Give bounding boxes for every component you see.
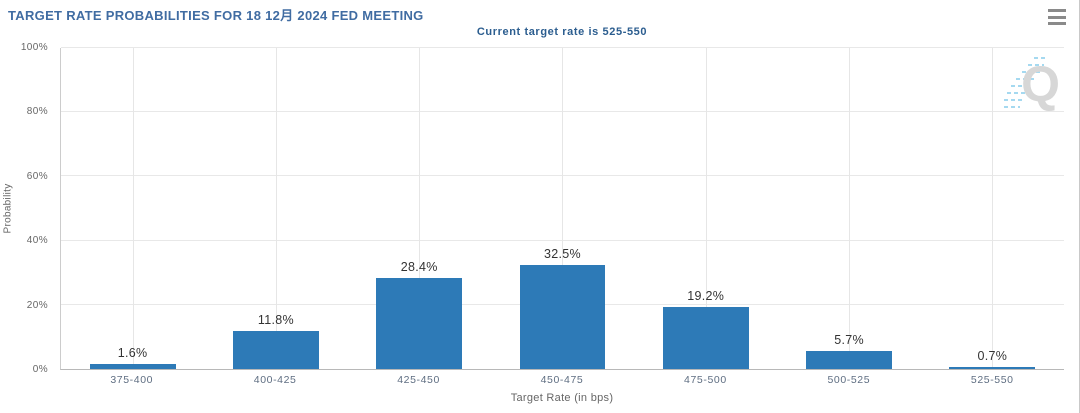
x-tick-label: 500-525	[827, 374, 871, 386]
bar-data-label: 5.7%	[834, 332, 864, 347]
hamburger-bar	[1048, 15, 1066, 19]
x-tick-label: 425-450	[397, 374, 440, 386]
probability-bar[interactable]	[662, 307, 749, 369]
probability-bar[interactable]	[376, 277, 463, 369]
vertical-gridline	[992, 48, 994, 369]
vertical-gridline	[132, 48, 134, 369]
bar-data-label: 0.7%	[977, 348, 1008, 363]
bar-slot: 1.6%	[61, 48, 204, 369]
bar-data-label: 11.8%	[257, 313, 294, 328]
x-tick-label: 475-500	[684, 374, 727, 386]
probability-bar[interactable]	[89, 363, 176, 369]
y-tick-label: 100%	[20, 42, 48, 53]
plot-area: Q 1.6% 11.8% 28.4% 32.5% 19.2% 5.7% 0.7%	[60, 47, 1064, 370]
hamburger-menu-icon[interactable]	[1048, 9, 1066, 25]
y-tick-label: 80%	[26, 106, 48, 118]
probability-bar[interactable]	[519, 264, 606, 369]
hamburger-bar	[1048, 9, 1066, 12]
bar-slot: 28.4%	[348, 48, 491, 369]
vertical-gridline	[419, 48, 421, 369]
bar-slot: 0.7%	[921, 48, 1064, 369]
hamburger-bar	[1048, 22, 1066, 25]
y-tick-label: 0%	[32, 364, 48, 375]
x-tick-label: 450-475	[540, 374, 584, 386]
bar-slot: 32.5%	[491, 48, 634, 369]
y-tick-label: 40%	[26, 235, 48, 247]
chart-title: TARGET RATE PROBABILITIES FOR 18 12月 202…	[8, 8, 424, 23]
vertical-gridline	[562, 48, 564, 369]
probability-bar[interactable]	[806, 350, 893, 369]
bar-slot: 19.2%	[634, 48, 777, 369]
vertical-gridline	[275, 48, 277, 369]
x-tick-label: 375-400	[110, 374, 154, 386]
watermark-hatch-lines	[1004, 57, 1048, 108]
vertical-gridline	[705, 48, 707, 369]
watermark-q-letter: Q	[1021, 56, 1060, 112]
x-axis-category-labels: 375-400 400-425 425-450 450-475 475-500 500-5…	[60, 374, 1064, 386]
bar-data-label: 28.4%	[400, 259, 438, 274]
x-axis-title: Target Rate (in bps)	[510, 392, 614, 404]
bar-slot: 5.7%	[777, 48, 920, 369]
horizontal-gridline	[61, 47, 1064, 48]
quikstrike-logo-watermark: Q	[1004, 56, 1062, 118]
x-tick-label: 525-550	[970, 374, 1014, 386]
bar-data-label: 19.2%	[687, 289, 725, 304]
bar-slot: 11.8%	[204, 48, 347, 369]
vertical-gridline	[849, 48, 851, 369]
chart-subtitle: Current target rate is 525-550	[476, 26, 648, 38]
bar-data-label: 32.5%	[544, 246, 581, 261]
y-tick-label: 60%	[26, 170, 48, 182]
y-tick-label: 20%	[26, 299, 48, 311]
x-tick-label: 400-425	[253, 374, 297, 386]
y-axis: 0% 20% 40% 60% 80% 100%	[0, 42, 54, 375]
bar-data-label: 1.6%	[117, 345, 148, 360]
probability-bar[interactable]	[949, 366, 1036, 369]
probability-bar[interactable]	[232, 331, 319, 369]
